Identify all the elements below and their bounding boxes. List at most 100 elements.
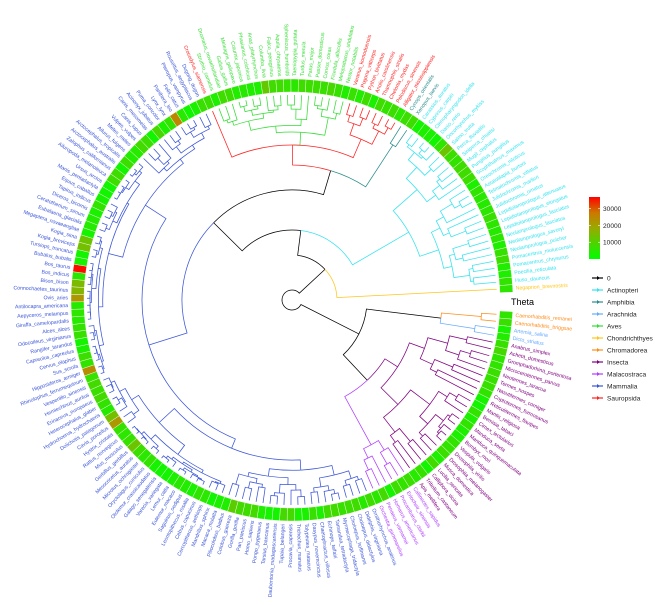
tree-branch <box>279 492 285 505</box>
tree-branch <box>320 485 330 491</box>
legend-key-marker <box>597 384 600 388</box>
tree-branch <box>171 458 177 467</box>
tree-branch <box>158 422 186 455</box>
tree-branch <box>243 106 252 113</box>
tree-branch <box>158 143 172 162</box>
tree-branches <box>87 95 497 506</box>
tree-branch <box>269 495 275 504</box>
tree-branch <box>449 189 466 205</box>
tree-branch <box>300 230 409 266</box>
tree-branch <box>261 487 266 503</box>
tree-branch <box>255 486 262 502</box>
tree-branch <box>445 343 460 356</box>
tree-branch <box>422 151 435 161</box>
tree-branch <box>138 163 144 172</box>
tip-label: Falco_peregrinus <box>265 37 275 78</box>
tree-branch <box>287 95 292 106</box>
tree-branch <box>314 491 320 504</box>
legend-key-marker <box>597 396 600 400</box>
tree-branch <box>384 119 390 129</box>
legend-label: Aves <box>607 323 622 330</box>
tree-branch <box>334 492 341 500</box>
tree-branch <box>98 253 109 308</box>
tree-branch <box>281 269 326 302</box>
tree-branch <box>368 468 380 486</box>
tree-branch <box>291 95 295 106</box>
tree-branch <box>90 335 96 341</box>
tree-branch <box>190 131 202 138</box>
tree-branch <box>467 233 487 244</box>
tree-branch <box>470 350 490 357</box>
tree-branch <box>389 126 402 146</box>
colorbar-gradient <box>589 197 600 259</box>
heatmap-ring <box>70 78 514 522</box>
tree-branch <box>101 361 105 370</box>
heatmap-cell <box>70 286 85 295</box>
legend-key-marker <box>597 276 600 280</box>
tree-branch <box>292 144 331 172</box>
tree-branch <box>349 105 357 117</box>
tree-branch <box>131 425 137 430</box>
tree-branch <box>419 348 433 365</box>
tree-branch <box>274 495 278 505</box>
tree-branch <box>480 316 496 322</box>
legend-key-marker <box>597 348 600 352</box>
tree-branch <box>228 482 236 496</box>
tree-branch <box>213 222 301 252</box>
tree-branch <box>248 113 265 122</box>
tree-branch <box>468 240 489 248</box>
tree-branch <box>134 170 140 176</box>
tree-branch <box>141 431 152 440</box>
tree-branch <box>187 123 194 130</box>
tip-label: Dicto_striatus <box>512 336 544 347</box>
tree-branch <box>262 110 274 114</box>
heatmap-cell <box>498 310 513 320</box>
legend-label: Sauropsida <box>607 395 641 402</box>
heatmap-cell <box>268 79 278 94</box>
tree-branch <box>248 120 276 131</box>
tree-branch <box>182 463 193 473</box>
tree-branch <box>392 441 410 469</box>
tree-branch <box>300 465 335 476</box>
tree-branch <box>310 491 315 505</box>
tree-branch <box>319 474 335 487</box>
tree-branch <box>378 127 389 135</box>
tip-label: Bison_bison <box>40 278 69 286</box>
heatmap-cell <box>71 278 86 288</box>
tree-branch <box>117 191 121 197</box>
tip-label: Connochaetes_taurinus <box>13 285 68 293</box>
tree-branch <box>121 187 127 194</box>
tree-branch <box>471 261 494 269</box>
colorbar-tick-label: 20000 <box>603 223 622 230</box>
tree-branch <box>392 189 418 233</box>
tree-branch <box>366 358 398 381</box>
heatmap-cell <box>275 78 285 93</box>
tree-branch <box>107 209 113 216</box>
tip-label: Huso_dauricus <box>515 275 550 284</box>
heatmap-cell <box>294 507 303 522</box>
legend-label: 0 <box>607 275 611 282</box>
tree-branch <box>93 330 96 337</box>
tip-label: Bos_indicus <box>41 269 70 278</box>
tree-branch <box>389 431 396 443</box>
tree-branch <box>201 472 222 484</box>
tree-branch <box>346 483 354 496</box>
tree-branch <box>379 449 388 465</box>
tree-branch <box>370 440 385 451</box>
tree-branch <box>163 161 170 169</box>
tree-branch <box>328 489 336 494</box>
tree-branch <box>119 402 128 412</box>
tree-branch <box>462 254 492 262</box>
tree-branch <box>181 127 191 136</box>
tree-branch <box>88 325 95 331</box>
tree-branch <box>267 468 301 477</box>
heatmap-cell <box>301 507 310 521</box>
tip-label: Passer_domesticus <box>315 32 326 78</box>
tree-branch <box>380 366 399 405</box>
tree-branch <box>418 142 424 151</box>
legend-item: Chromadorea <box>592 347 648 354</box>
tree-branch <box>451 366 480 383</box>
tree-branch <box>279 483 288 494</box>
tree-branch <box>150 445 157 450</box>
tree-branch <box>466 336 493 343</box>
